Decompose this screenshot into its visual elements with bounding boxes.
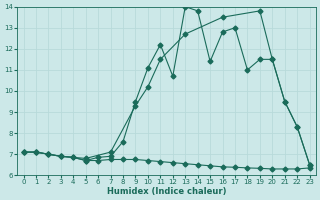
X-axis label: Humidex (Indice chaleur): Humidex (Indice chaleur) xyxy=(107,187,226,196)
